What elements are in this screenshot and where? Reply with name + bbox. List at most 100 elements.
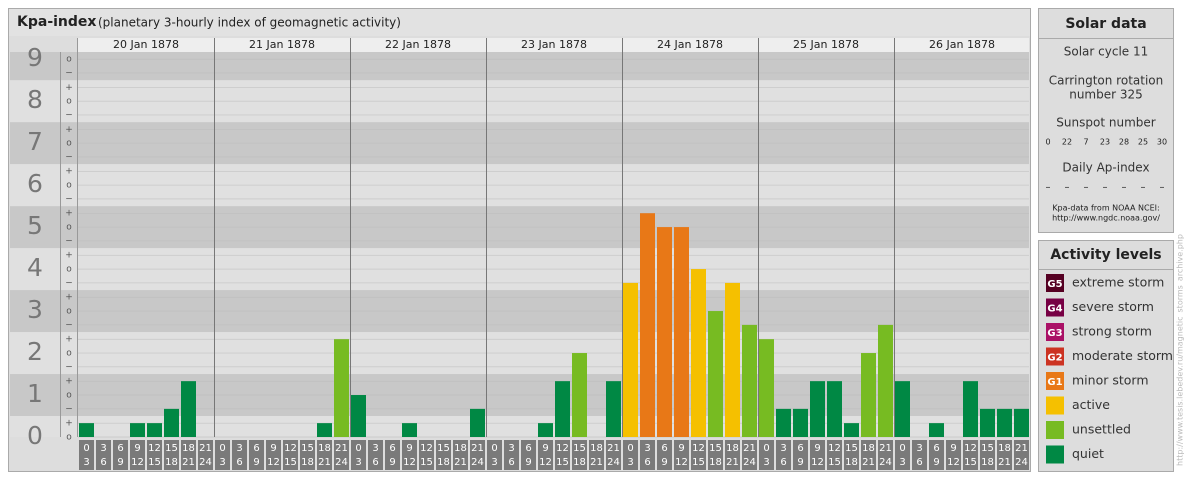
legend-label: quiet: [1072, 446, 1104, 461]
minor-tick-label: −: [65, 236, 73, 246]
y-tick-label: 3: [27, 295, 43, 324]
slot-label: 21: [1015, 443, 1028, 454]
bar: [997, 408, 1012, 437]
slot-label: 15: [692, 457, 705, 468]
slot-label: 21: [879, 443, 892, 454]
slot-label: 12: [556, 443, 569, 454]
bar: [810, 381, 825, 437]
slot-box: [623, 440, 638, 470]
slot-box: [708, 440, 723, 470]
slot-label: 12: [539, 457, 552, 468]
slot-label: 9: [797, 457, 803, 468]
bar: [470, 408, 485, 437]
slot-label: 21: [471, 443, 484, 454]
slot-label: 0: [627, 443, 633, 454]
y-tick-label: 9: [27, 43, 43, 72]
slot-label: 3: [372, 443, 378, 454]
slot-label: 6: [661, 443, 667, 454]
slot-box: [912, 440, 927, 470]
slot-box: [198, 440, 213, 470]
slot-box: [317, 440, 332, 470]
legend-label: minor storm: [1072, 373, 1149, 388]
slot-box: [827, 440, 842, 470]
legend-code: G2: [1047, 353, 1062, 364]
slot-box: [606, 440, 621, 470]
slot-label: 9: [542, 443, 548, 454]
legend-label: extreme storm: [1072, 275, 1164, 290]
bar: [929, 423, 944, 437]
bar: [572, 353, 587, 437]
bar: [963, 381, 978, 437]
slot-label: 24: [743, 457, 756, 468]
slot-label: 6: [780, 457, 786, 468]
slot-box: [776, 440, 791, 470]
y-tick-label: 8: [27, 85, 43, 114]
bar: [334, 339, 349, 437]
slot-label: 18: [437, 457, 450, 468]
slot-box: [844, 440, 859, 470]
slot-box: [793, 440, 808, 470]
slot-box: [980, 440, 995, 470]
slot-label: 24: [199, 457, 212, 468]
slot-box: [266, 440, 281, 470]
ap-value: –: [1046, 182, 1051, 193]
slot-label: 21: [743, 443, 756, 454]
slot-label: 12: [947, 457, 960, 468]
minor-tick-label: −: [65, 194, 73, 204]
bar: [725, 282, 740, 437]
slot-label: 15: [437, 443, 450, 454]
slot-label: 12: [964, 443, 977, 454]
slot-box: [810, 440, 825, 470]
bar: [538, 423, 553, 437]
ap-value: –: [1160, 182, 1165, 193]
bar: [980, 408, 995, 437]
minor-tick-label: o: [66, 97, 72, 107]
minor-tick-label: o: [66, 223, 72, 233]
slot-label: 18: [726, 443, 739, 454]
slot-label: 21: [318, 457, 331, 468]
slot-label: 21: [726, 457, 739, 468]
bar: [861, 353, 876, 437]
solar-title: Solar data: [1065, 16, 1146, 32]
sunspot-label: Sunspot number: [1056, 116, 1155, 130]
minor-tick-label: +: [65, 377, 73, 387]
date-label: 23 Jan 1878: [521, 38, 587, 51]
slot-label: 21: [199, 443, 212, 454]
slot-box: [368, 440, 383, 470]
slot-box: [929, 440, 944, 470]
legend-swatch: [1046, 274, 1064, 292]
slot-label: 15: [301, 443, 314, 454]
slot-box: [283, 440, 298, 470]
slot-label: 18: [862, 443, 875, 454]
minor-tick-label: o: [66, 307, 72, 317]
date-label: 22 Jan 1878: [385, 38, 451, 51]
legend-code: G5: [1047, 279, 1062, 290]
sunspot-value: 25: [1138, 138, 1148, 147]
slot-label: 9: [678, 443, 684, 454]
slot-label: 9: [661, 457, 667, 468]
slot-box: [351, 440, 366, 470]
chart-title: Kpa-index: [17, 14, 96, 30]
minor-tick-label: −: [65, 110, 73, 120]
bar: [657, 227, 672, 437]
slot-label: 3: [83, 457, 89, 468]
bar: [640, 213, 655, 437]
minor-tick-label: −: [65, 404, 73, 414]
slot-label: 6: [117, 443, 123, 454]
bar: [742, 324, 757, 437]
slot-box: [759, 440, 774, 470]
slot-box: [657, 440, 672, 470]
slot-label: 24: [335, 457, 348, 468]
slot-box: [946, 440, 961, 470]
slot-label: 15: [828, 457, 841, 468]
slot-label: 18: [998, 443, 1011, 454]
legend-swatch: [1046, 372, 1064, 390]
slot-label: 3: [100, 443, 106, 454]
slot-box: [1014, 440, 1029, 470]
bar: [776, 408, 791, 437]
slot-label: 3: [491, 457, 497, 468]
minor-tick-label: −: [65, 152, 73, 162]
slot-box: [453, 440, 468, 470]
slot-label: 12: [811, 457, 824, 468]
